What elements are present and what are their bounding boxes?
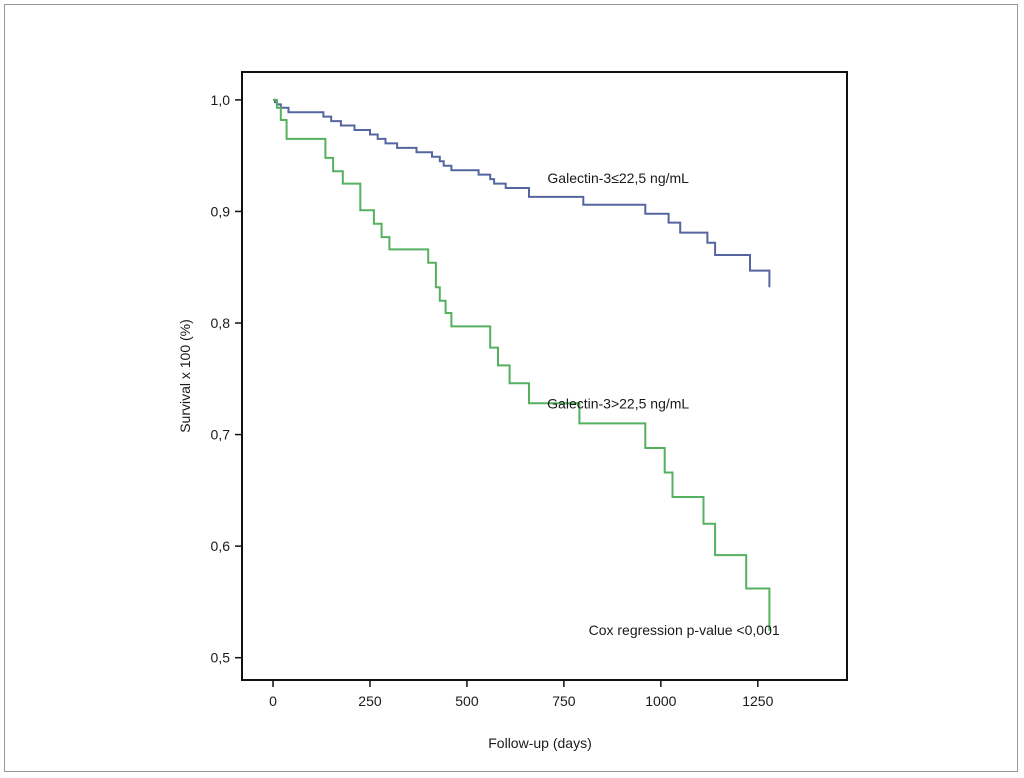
x-tick-label: 0	[269, 693, 277, 709]
y-tick-label: 0,7	[211, 427, 231, 443]
annotation-label: Cox regression p-value <0,001	[589, 622, 780, 638]
x-tick-label: 750	[552, 693, 576, 709]
y-tick-label: 1,0	[211, 92, 231, 108]
x-tick-label: 500	[455, 693, 479, 709]
annotation-layer: Galectin-3≤22,5 ng/mL Galectin-3>22,5 ng/…	[547, 170, 780, 638]
y-tick-label: 0,9	[211, 203, 231, 219]
x-tick-label: 250	[358, 693, 382, 709]
annotation-label: Galectin-3≤22,5 ng/mL	[547, 170, 689, 186]
annotation-label: Galectin-3>22,5 ng/mL	[547, 395, 689, 411]
series-layer	[273, 98, 771, 631]
x-axis: 0 250 500 750 1000 1250	[269, 680, 774, 709]
x-tick-label: 1000	[645, 693, 676, 709]
series-line-low-galectin	[273, 98, 771, 288]
y-axis: 0,5 0,6 0,7 0,8 0,9 1,0	[211, 92, 242, 666]
y-axis-title: Survival x 100 (%)	[177, 319, 193, 433]
x-tick-label: 1250	[742, 693, 773, 709]
series-line-high-galectin	[273, 98, 771, 631]
y-tick-label: 0,5	[211, 650, 231, 666]
x-axis-title: Follow-up (days)	[488, 735, 591, 751]
y-tick-label: 0,8	[211, 315, 231, 331]
y-tick-label: 0,6	[211, 538, 231, 554]
